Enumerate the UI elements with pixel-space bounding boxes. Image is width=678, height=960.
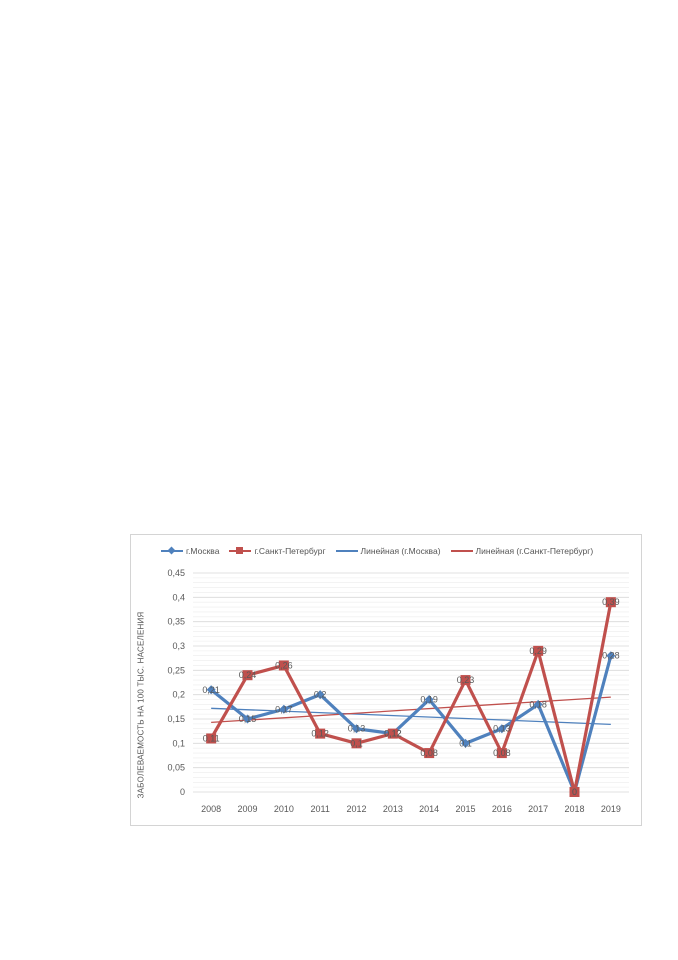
y-tick-label: 0,3 [172, 641, 185, 651]
data-point-moscow [461, 738, 470, 748]
y-tick-label: 0,45 [167, 568, 185, 578]
legend-swatch-moscow [161, 546, 183, 555]
data-label-moscow: 0,2 [314, 690, 327, 700]
data-label-spb: 0,39 [602, 597, 620, 607]
legend-label-trend-moscow: Линейная (г.Москва) [360, 546, 441, 556]
data-label-spb: 0,08 [493, 748, 511, 758]
data-point-moscow [279, 704, 289, 714]
data-point-spb [605, 597, 616, 608]
trendline-spb [211, 696, 611, 724]
data-label-moscow: 0,19 [420, 695, 438, 705]
legend-swatch-trend-moscow [335, 547, 358, 555]
data-point-moscow [206, 685, 216, 695]
x-tick-label: 2018 [564, 804, 584, 814]
data-point-moscow [606, 651, 616, 661]
x-tick-label: 2010 [274, 804, 294, 814]
data-point-moscow [497, 724, 507, 734]
data-point-spb [387, 728, 398, 739]
y-tick-label: 0,4 [172, 592, 185, 602]
data-label-moscow: 0 [572, 787, 577, 797]
x-tick-label: 2014 [419, 804, 439, 814]
data-point-spb [206, 733, 217, 744]
data-point-spb [496, 748, 507, 759]
data-point-moscow [424, 695, 434, 705]
data-label-spb: 0,12 [384, 729, 402, 739]
y-tick-label: 0,15 [167, 714, 185, 724]
legend-item-moscow: г.Москва [161, 546, 219, 556]
y-tick-label: 0,05 [167, 763, 185, 773]
data-label-moscow: 0,17 [275, 704, 293, 714]
data-label-spb: 0,12 [311, 729, 329, 739]
data-label-spb: 0,08 [420, 748, 438, 758]
line-chart: 0 0,05 0,1 0,15 0,2 0,25 0,3 0,35 0,4 0,45 2008 200… [167, 568, 629, 814]
legend-item-trend-moscow: Линейная (г.Москва) [335, 546, 441, 556]
data-point-spb [278, 660, 289, 671]
data-point-spb [533, 645, 544, 656]
y-tick-label: 0,2 [172, 690, 185, 700]
x-tick-label: 2016 [492, 804, 512, 814]
y-tick-label: 0,35 [167, 617, 185, 627]
data-label-spb: 0,11 [203, 733, 220, 743]
x-tick-label: 2009 [237, 804, 257, 814]
y-tick-label: 0,25 [167, 665, 185, 675]
data-label-moscow: 0,13 [493, 724, 511, 734]
legend-swatch-trend-spb [450, 547, 473, 555]
series-line-moscow [210, 655, 613, 794]
data-point-moscow [533, 699, 543, 709]
data-label-spb: 0 [572, 787, 577, 797]
legend-item-spb: г.Санкт-Петербург [229, 546, 326, 556]
series-line-spb [209, 601, 613, 794]
data-label-moscow: 0,12 [384, 729, 402, 739]
x-tick-label: 2008 [201, 804, 221, 814]
x-tick-label: 2017 [528, 804, 548, 814]
data-label-moscow: 0,13 [348, 724, 366, 734]
x-tick-label: 2013 [383, 804, 403, 814]
data-label-spb: 0,24 [239, 670, 257, 680]
data-label-spb: 0,23 [457, 675, 475, 685]
data-label-moscow: 0,1 [459, 738, 472, 748]
data-point-spb [242, 670, 253, 681]
data-label-moscow: 0,15 [239, 714, 257, 724]
legend-label-trend-spb: Линейная (г.Санкт-Петербург) [475, 546, 594, 556]
y-tick-label: 0 [180, 787, 185, 797]
data-point-spb [315, 728, 326, 739]
x-tick-label: 2011 [310, 804, 329, 814]
data-label-spb: 0,29 [529, 646, 547, 656]
legend: г.Москва г.Санкт-Петербург Линейная (г.М… [161, 544, 593, 558]
data-point-moscow [315, 690, 325, 700]
x-tick-label: 2012 [346, 804, 366, 814]
legend-item-trend-spb: Линейная (г.Санкт-Петербург) [450, 546, 594, 556]
data-label-spb: 0,26 [275, 660, 293, 670]
data-point-spb [351, 738, 362, 749]
y-tick-label: 0,1 [172, 738, 185, 748]
data-label-moscow: 0,18 [529, 699, 547, 709]
data-point-spb [460, 675, 471, 686]
legend-label-spb: г.Санкт-Петербург [254, 546, 326, 556]
data-label-spb: 0,1 [350, 738, 363, 748]
data-label-moscow: 0,21 [202, 685, 220, 695]
x-tick-label: 2019 [601, 804, 621, 814]
legend-label-moscow: г.Москва [186, 546, 220, 556]
data-point-moscow [352, 724, 361, 734]
chart-frame: г.Москва г.Санкт-Петербург Линейная (г.М… [130, 534, 642, 826]
data-point-spb [569, 787, 580, 797]
data-label-moscow: 0,28 [602, 651, 620, 661]
legend-swatch-spb [229, 547, 252, 555]
data-point-spb [424, 748, 435, 759]
data-point-moscow [243, 714, 252, 724]
x-tick-label: 2015 [455, 804, 475, 814]
